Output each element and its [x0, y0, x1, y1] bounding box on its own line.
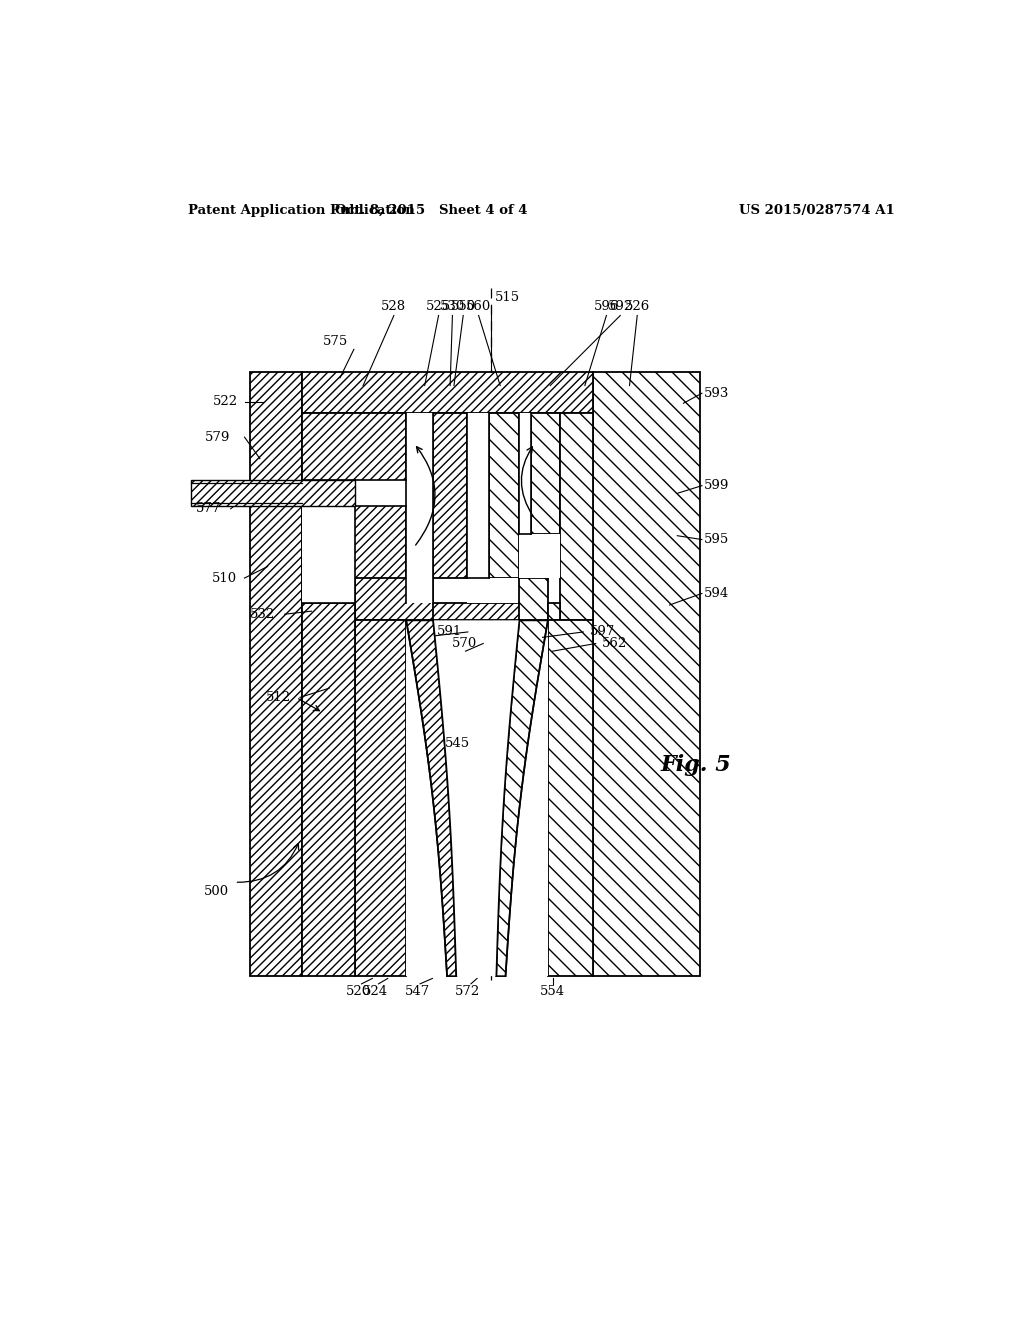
Bar	[301, 603, 355, 977]
Text: 547: 547	[404, 985, 430, 998]
Polygon shape	[433, 620, 519, 977]
Text: 592: 592	[607, 300, 633, 313]
Bar	[301, 413, 407, 620]
Bar	[519, 620, 548, 977]
Bar	[519, 535, 560, 578]
Text: 526: 526	[625, 300, 650, 313]
Text: 596: 596	[594, 300, 620, 313]
Text: 595: 595	[703, 533, 729, 546]
Bar	[355, 480, 407, 507]
Bar	[407, 620, 433, 977]
Text: 560: 560	[466, 300, 492, 313]
Text: 577: 577	[196, 502, 221, 515]
Text: 593: 593	[703, 387, 729, 400]
Bar	[593, 372, 700, 977]
Text: 545: 545	[445, 737, 470, 750]
Bar	[301, 372, 593, 412]
Bar	[355, 578, 433, 620]
Text: 572: 572	[456, 985, 480, 998]
Bar	[433, 413, 467, 578]
Bar	[560, 413, 593, 620]
Text: 500: 500	[204, 884, 228, 898]
Bar	[467, 413, 488, 578]
Text: 599: 599	[703, 479, 729, 492]
Text: 525: 525	[426, 300, 452, 313]
Text: 579: 579	[205, 430, 230, 444]
Bar	[250, 372, 301, 977]
Bar	[531, 413, 560, 535]
Text: 512: 512	[265, 690, 291, 704]
Bar	[548, 620, 593, 977]
Text: 520: 520	[346, 985, 371, 998]
Bar	[519, 413, 531, 535]
Text: 575: 575	[323, 335, 348, 348]
Bar	[407, 413, 433, 603]
Bar	[355, 603, 548, 620]
Text: 570: 570	[452, 638, 477, 649]
Bar	[488, 413, 519, 578]
Text: 530: 530	[439, 300, 465, 313]
Text: 594: 594	[703, 587, 729, 601]
Text: Oct. 8, 2015   Sheet 4 of 4: Oct. 8, 2015 Sheet 4 of 4	[335, 205, 527, 218]
Text: 554: 554	[540, 985, 565, 998]
Text: 597: 597	[590, 626, 614, 639]
Bar	[467, 578, 518, 603]
Bar	[190, 480, 355, 507]
Text: 532: 532	[250, 607, 275, 620]
Text: Patent Application Publication: Patent Application Publication	[188, 205, 415, 218]
Text: Fig. 5: Fig. 5	[660, 754, 731, 776]
Text: 524: 524	[362, 985, 388, 998]
Text: 522: 522	[213, 395, 239, 408]
Bar	[355, 620, 407, 977]
Polygon shape	[407, 620, 457, 977]
Text: US 2015/0287574 A1: US 2015/0287574 A1	[739, 205, 895, 218]
Polygon shape	[497, 620, 548, 977]
Bar	[301, 480, 355, 603]
Bar	[519, 578, 548, 620]
Text: 510: 510	[212, 572, 237, 585]
Text: 550: 550	[451, 300, 476, 313]
Text: 515: 515	[495, 290, 520, 304]
Text: 528: 528	[381, 300, 407, 313]
Text: 591: 591	[436, 626, 462, 639]
Bar	[548, 603, 560, 620]
Text: 562: 562	[602, 638, 627, 649]
